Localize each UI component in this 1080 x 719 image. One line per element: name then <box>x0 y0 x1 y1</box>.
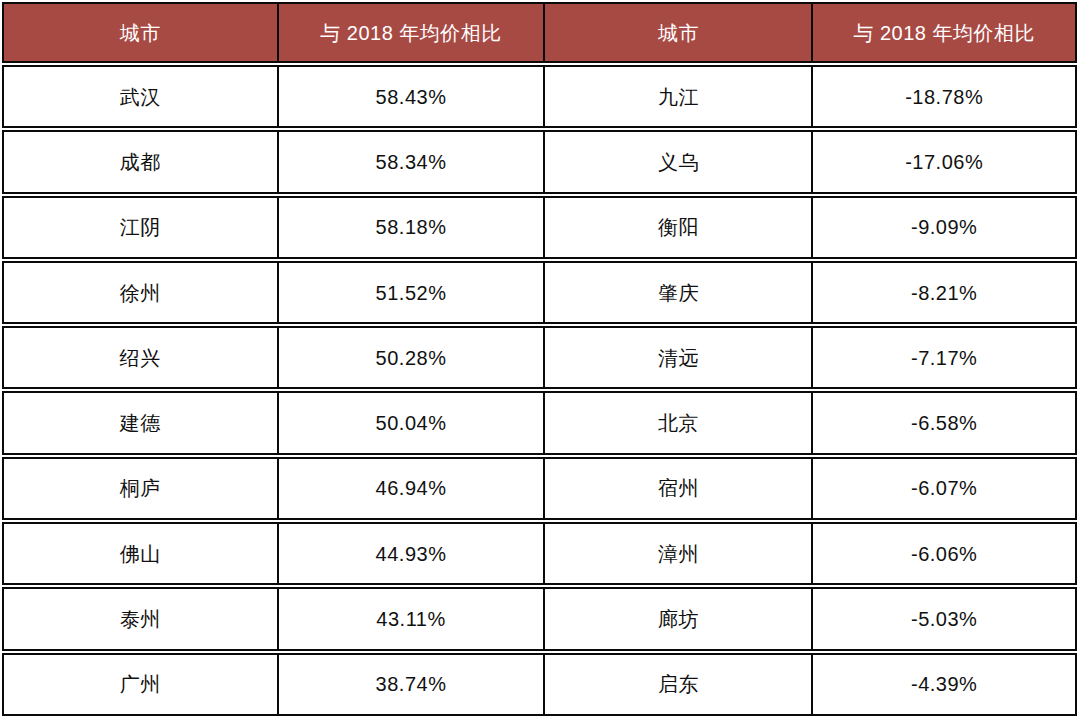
price-change-cell: -17.06% <box>811 132 1075 191</box>
header-city-left: 城市 <box>4 4 277 61</box>
header-price-change-left: 与 2018 年均价相比 <box>277 4 544 61</box>
city-cell: 成都 <box>4 132 277 191</box>
city-cell: 绍兴 <box>4 328 277 387</box>
price-change-cell: -4.39% <box>811 655 1075 714</box>
price-change-cell: 38.74% <box>277 655 544 714</box>
header-city-right: 城市 <box>543 4 811 61</box>
table-header-row: 城市 与 2018 年均价相比 城市 与 2018 年均价相比 <box>2 2 1077 63</box>
price-change-cell: 58.34% <box>277 132 544 191</box>
city-cell: 建德 <box>4 393 277 452</box>
price-change-cell: 43.11% <box>277 589 544 648</box>
table-row: 绍兴50.28%清远-7.17% <box>2 326 1077 389</box>
city-cell: 清远 <box>543 328 811 387</box>
city-cell: 肇庆 <box>543 263 811 322</box>
city-cell: 义乌 <box>543 132 811 191</box>
price-change-cell: -9.09% <box>811 198 1075 257</box>
price-change-cell: 44.93% <box>277 524 544 583</box>
table-row: 桐庐46.94%宿州-6.07% <box>2 457 1077 520</box>
price-change-cell: 50.28% <box>277 328 544 387</box>
price-change-cell: 46.94% <box>277 459 544 518</box>
table-row: 广州38.74%启东-4.39% <box>2 653 1077 716</box>
table-row: 佛山44.93%漳州-6.06% <box>2 522 1077 585</box>
price-change-cell: 51.52% <box>277 263 544 322</box>
price-change-cell: -6.07% <box>811 459 1075 518</box>
table-row: 江阴58.18%衡阳-9.09% <box>2 196 1077 259</box>
price-change-cell: -6.58% <box>811 393 1075 452</box>
price-change-cell: 58.43% <box>277 67 544 126</box>
table-row: 泰州43.11%廊坊-5.03% <box>2 587 1077 650</box>
city-cell: 漳州 <box>543 524 811 583</box>
table-row: 武汉58.43%九江-18.78% <box>2 65 1077 128</box>
price-change-cell: -7.17% <box>811 328 1075 387</box>
city-price-comparison-table: 城市 与 2018 年均价相比 城市 与 2018 年均价相比 武汉58.43%… <box>2 2 1077 716</box>
price-change-cell: -18.78% <box>811 67 1075 126</box>
price-change-cell: 58.18% <box>277 198 544 257</box>
city-cell: 宿州 <box>543 459 811 518</box>
price-change-cell: -8.21% <box>811 263 1075 322</box>
price-change-cell: -6.06% <box>811 524 1075 583</box>
city-cell: 徐州 <box>4 263 277 322</box>
table-row: 建德50.04%北京-6.58% <box>2 391 1077 454</box>
header-price-change-right: 与 2018 年均价相比 <box>811 4 1075 61</box>
city-cell: 北京 <box>543 393 811 452</box>
city-cell: 武汉 <box>4 67 277 126</box>
city-cell: 江阴 <box>4 198 277 257</box>
city-cell: 佛山 <box>4 524 277 583</box>
city-cell: 启东 <box>543 655 811 714</box>
table-row: 成都58.34%义乌-17.06% <box>2 130 1077 193</box>
city-cell: 衡阳 <box>543 198 811 257</box>
city-cell: 泰州 <box>4 589 277 648</box>
city-cell: 九江 <box>543 67 811 126</box>
city-cell: 广州 <box>4 655 277 714</box>
price-change-cell: -5.03% <box>811 589 1075 648</box>
city-cell: 桐庐 <box>4 459 277 518</box>
price-change-cell: 50.04% <box>277 393 544 452</box>
table-row: 徐州51.52%肇庆-8.21% <box>2 261 1077 324</box>
city-cell: 廊坊 <box>543 589 811 648</box>
page: 城市 与 2018 年均价相比 城市 与 2018 年均价相比 武汉58.43%… <box>0 0 1080 719</box>
